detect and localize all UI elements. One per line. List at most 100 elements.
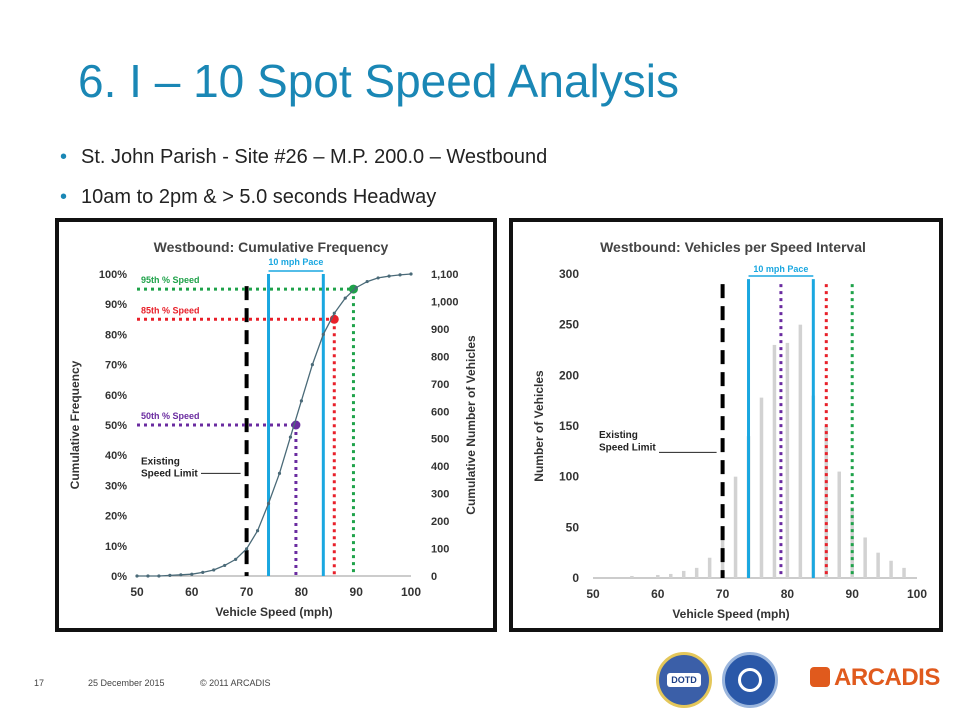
curve-point bbox=[365, 279, 369, 284]
curve-point bbox=[310, 363, 314, 367]
curve-point bbox=[387, 274, 391, 278]
percentile-label: 50th % Speed bbox=[141, 411, 200, 421]
y-axis-label: Number of Vehicles bbox=[532, 370, 546, 482]
y2-tick-label: 100 bbox=[431, 544, 449, 556]
curve-point bbox=[277, 471, 282, 475]
cumulative-frequency-chart: Westbound: Cumulative Frequency 0% 10% 20% 3… bbox=[55, 218, 497, 632]
bar bbox=[902, 567, 906, 578]
bar bbox=[630, 575, 634, 578]
y2-axis-label: Cumulative Number of Vehicles bbox=[464, 335, 478, 515]
y-tick-label: 60% bbox=[105, 390, 127, 402]
x-tick-label: 50 bbox=[586, 587, 600, 601]
y2-tick-label: 700 bbox=[431, 379, 449, 391]
vehicles-per-interval-svg: Westbound: Vehicles per Speed Interval05… bbox=[532, 239, 927, 621]
x-tick-label: 90 bbox=[846, 587, 860, 601]
percentile-label: 95th % Speed bbox=[141, 275, 200, 285]
y-tick-label: 150 bbox=[559, 419, 579, 433]
bar bbox=[759, 397, 764, 578]
x-tick-label: 50 bbox=[130, 585, 144, 599]
curve-point bbox=[179, 573, 183, 577]
y-tick-label: 200 bbox=[559, 368, 579, 382]
arcadis-logo: ARCADIS bbox=[810, 664, 940, 692]
x-tick-label: 100 bbox=[907, 587, 927, 601]
bullet-dot-icon: • bbox=[60, 146, 68, 168]
y-tick-label: 100% bbox=[99, 269, 127, 281]
x-tick-label: 70 bbox=[240, 585, 254, 599]
y2-tick-label: 200 bbox=[431, 516, 449, 528]
bullet-item: • St. John Parish - Site #26 – M.P. 200.0… bbox=[60, 146, 547, 169]
x-tick-label: 90 bbox=[350, 585, 364, 599]
curve-point bbox=[398, 273, 402, 277]
curve-point bbox=[343, 296, 347, 300]
y-tick-label: 300 bbox=[559, 267, 579, 281]
page-number: 17 bbox=[34, 678, 45, 688]
y2-tick-label: 900 bbox=[431, 324, 449, 336]
bullet-item: • 10am to 2pm & > 5.0 seconds Headway bbox=[60, 186, 436, 209]
curve-point bbox=[245, 547, 249, 551]
y-tick-label: 50 bbox=[566, 520, 580, 534]
bar bbox=[707, 557, 712, 578]
curve-point bbox=[255, 529, 260, 533]
curve-point bbox=[266, 501, 271, 506]
bar bbox=[798, 324, 803, 578]
footer-date: 25 December 2015 bbox=[88, 678, 165, 688]
speed-limit-label: Speed Limit bbox=[141, 468, 198, 479]
chart-title: Westbound: Vehicles per Speed Interval bbox=[600, 239, 866, 255]
cumulative-curve bbox=[137, 273, 412, 577]
bullet-text: St. John Parish - Site #26 – M.P. 200.0 … bbox=[81, 146, 548, 168]
bar bbox=[850, 507, 854, 578]
arcadis-wordmark: ARCADIS bbox=[834, 664, 940, 691]
curve-point bbox=[354, 285, 358, 290]
y-tick-label: 20% bbox=[105, 511, 127, 523]
curve-point bbox=[146, 574, 150, 578]
curve-point bbox=[299, 399, 303, 403]
bar bbox=[669, 573, 673, 578]
y-tick-label: 100 bbox=[559, 470, 579, 484]
bullet-text: 10am to 2pm & > 5.0 seconds Headway bbox=[81, 186, 437, 208]
vehicles-per-interval-chart: Westbound: Vehicles per Speed Interval 0 5… bbox=[509, 218, 943, 632]
x-tick-label: 80 bbox=[295, 585, 309, 599]
x-axis-label: Vehicle Speed (mph) bbox=[215, 605, 332, 619]
curve-point bbox=[223, 563, 227, 568]
bar bbox=[681, 570, 686, 578]
speed-limit-label: Existing bbox=[141, 456, 180, 467]
x-tick-label: 80 bbox=[781, 587, 795, 601]
curve-point bbox=[190, 572, 194, 576]
curve-point bbox=[332, 311, 336, 315]
y-tick-label: 250 bbox=[559, 318, 579, 332]
curve-point bbox=[157, 574, 161, 578]
y-tick-label: 80% bbox=[105, 329, 127, 341]
x-axis-label: Vehicle Speed (mph) bbox=[672, 607, 789, 621]
curve-point bbox=[234, 557, 238, 561]
bar bbox=[694, 567, 699, 578]
y2-tick-label: 1,100 bbox=[431, 269, 459, 281]
curve-point bbox=[376, 276, 380, 280]
x-tick-label: 60 bbox=[651, 587, 665, 601]
y2-tick-label: 0 bbox=[431, 571, 437, 583]
curve-point bbox=[409, 272, 413, 276]
x-tick-label: 70 bbox=[716, 587, 730, 601]
bar bbox=[889, 560, 893, 578]
usdot-seal-logo bbox=[722, 652, 778, 708]
bar bbox=[837, 471, 841, 578]
y-tick-label: 50% bbox=[105, 420, 127, 432]
dotd-seal-logo: DOTD bbox=[656, 652, 712, 708]
y-tick-label: 90% bbox=[105, 299, 127, 311]
bullet-dot-icon: • bbox=[60, 186, 68, 208]
percentile-label: 85th % Speed bbox=[141, 305, 200, 315]
speed-limit-label: Speed Limit bbox=[599, 442, 656, 453]
y-tick-label: 0 bbox=[572, 571, 579, 585]
bar bbox=[733, 476, 738, 578]
curve-point bbox=[135, 574, 139, 578]
arcadis-mark-icon bbox=[810, 667, 830, 687]
curve-point bbox=[168, 573, 172, 577]
chart-title: Westbound: Cumulative Frequency bbox=[154, 239, 389, 255]
y-tick-label: 30% bbox=[105, 480, 127, 492]
dotd-badge: DOTD bbox=[667, 673, 701, 687]
speed-limit-label: Existing bbox=[599, 430, 638, 441]
curve-point bbox=[321, 332, 325, 336]
x-tick-label: 60 bbox=[185, 585, 199, 599]
bar bbox=[876, 552, 880, 578]
y2-tick-label: 500 bbox=[431, 434, 449, 446]
y2-tick-label: 300 bbox=[431, 489, 449, 501]
